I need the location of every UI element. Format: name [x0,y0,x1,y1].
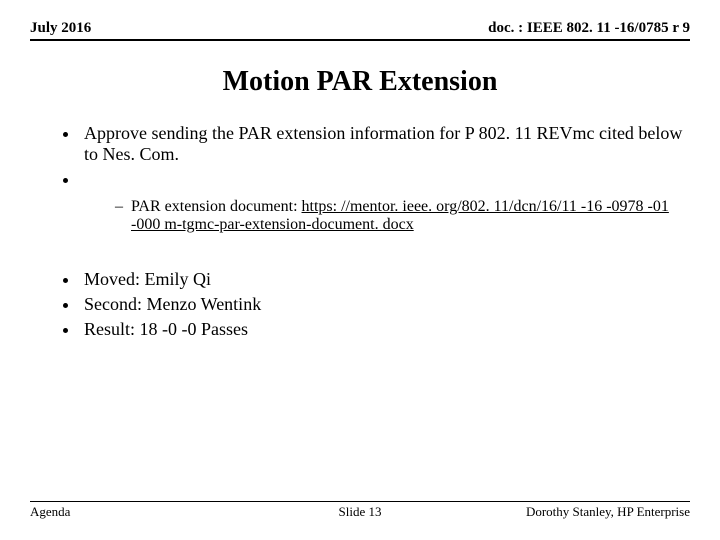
sub-bullet-label: PAR extension document: [131,198,298,215]
second-bullet-list: Moved: Emily Qi Second: Menzo Wentink Re… [30,269,690,340]
bullet-item [80,169,690,190]
bullet-item: Result: 18 -0 -0 Passes [80,319,690,340]
sub-bullet-item: PAR extension document: https: //mentor.… [115,198,690,234]
footer-center: Slide 13 [250,504,470,520]
footer-left: Agenda [30,504,250,520]
footer-right: Dorothy Stanley, HP Enterprise [470,504,690,520]
bullet-item: Approve sending the PAR extension inform… [80,123,690,165]
header-date: July 2016 [30,20,91,37]
bullet-item: Second: Menzo Wentink [80,294,690,315]
footer: Agenda Slide 13 Dorothy Stanley, HP Ente… [30,501,690,520]
main-bullet-list: Approve sending the PAR extension inform… [30,123,690,190]
sub-bullet-list: PAR extension document: https: //mentor.… [30,198,690,234]
page-title: Motion PAR Extension [30,66,690,98]
header: July 2016 doc. : IEEE 802. 11 -16/0785 r… [30,20,690,41]
bullet-item: Moved: Emily Qi [80,269,690,290]
header-docref: doc. : IEEE 802. 11 -16/0785 r 9 [488,20,690,37]
